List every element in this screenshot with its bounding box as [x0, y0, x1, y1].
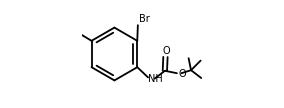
Text: NH: NH: [148, 74, 163, 84]
Text: O: O: [163, 46, 170, 56]
Text: Br: Br: [139, 14, 150, 24]
Text: O: O: [178, 69, 186, 79]
